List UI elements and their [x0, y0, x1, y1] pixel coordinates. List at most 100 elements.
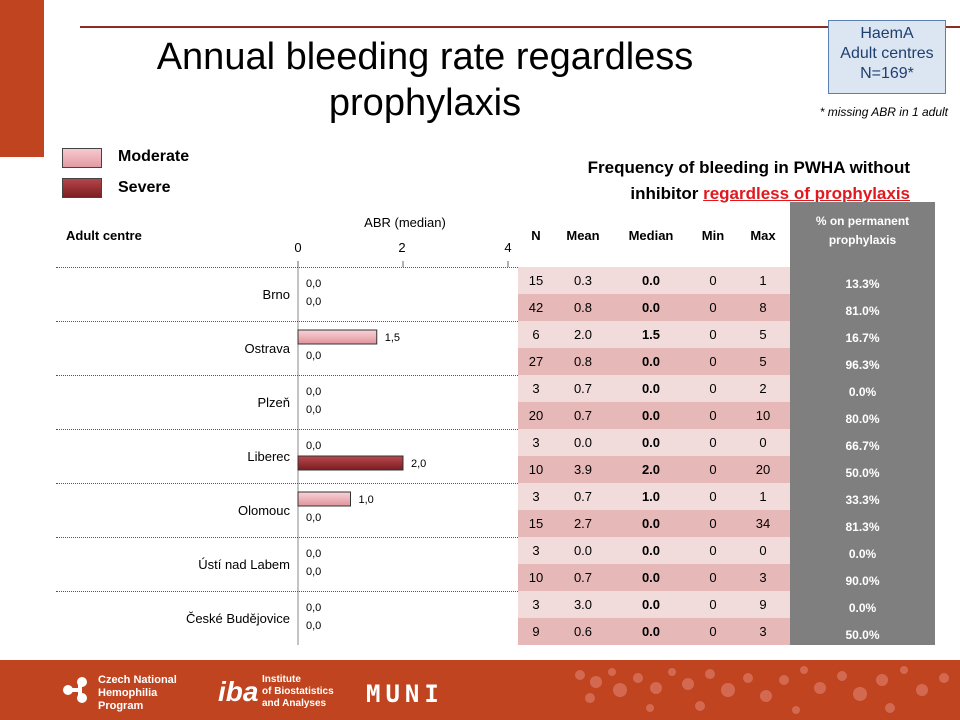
header-median: Median — [628, 228, 674, 243]
centre-label: České Budějovice — [185, 611, 290, 626]
legend-label-severe: Severe — [118, 179, 171, 196]
cell-n: 9 — [532, 624, 540, 639]
subtitle-line2: inhibitor regardless of prophylaxis — [520, 181, 910, 207]
cell-pct-permanent: 50.0% — [845, 466, 880, 480]
header-max: Max — [750, 228, 776, 243]
pct-column-background — [790, 202, 935, 645]
cell-min: 0 — [709, 597, 717, 612]
x-tick-4: 4 — [504, 240, 512, 255]
cell-mean: 0.8 — [573, 354, 593, 369]
centre-label: Ostrava — [244, 341, 290, 356]
cell-min: 0 — [709, 408, 717, 423]
cell-min: 0 — [709, 327, 717, 342]
header-pct-text: % on permanent prophylaxis — [815, 214, 910, 247]
left-accent-bar — [0, 0, 44, 157]
table-row — [518, 267, 790, 294]
info-line: Adult centres — [840, 45, 934, 62]
cell-median: 0.0 — [641, 381, 661, 396]
cell-n: 3 — [532, 597, 540, 612]
cell-mean: 0.0 — [573, 435, 593, 450]
legend-swatch-moderate — [62, 148, 102, 168]
bar-severe — [297, 455, 404, 471]
cell-pct-permanent: 81.3% — [845, 520, 880, 534]
cell-median: 0.0 — [641, 624, 661, 639]
cell-min: 0 — [709, 300, 717, 315]
cell-median: 1.5 — [641, 327, 661, 342]
table-row — [518, 321, 790, 348]
cell-min: 0 — [709, 435, 717, 450]
cell-min: 0 — [709, 381, 717, 396]
cell-max: 9 — [759, 597, 767, 612]
cell-median: 0.0 — [641, 273, 661, 288]
table-row — [518, 375, 790, 402]
cell-n: 27 — [528, 354, 544, 369]
group-separator — [56, 537, 518, 538]
cell-max: 3 — [759, 570, 767, 585]
header-mean: Mean — [566, 228, 600, 243]
cell-median: 0.0 — [641, 516, 661, 531]
legend-label-moderate: Moderate — [118, 148, 190, 165]
cell-max: 1 — [759, 273, 767, 288]
table-subtitle: Frequency of bleeding in PWHA without in… — [520, 155, 910, 207]
bar-value-label: 0,0 — [306, 386, 321, 398]
table-row — [518, 564, 790, 591]
cell-mean: 0.7 — [573, 489, 593, 504]
bar-value-label: 0,0 — [306, 566, 321, 578]
bar-value-label: 0,0 — [306, 512, 321, 524]
bar-value-label: 1,5 — [385, 332, 400, 344]
logo2-line: Institute — [262, 674, 301, 685]
cell-median: 0.0 — [641, 570, 661, 585]
cell-mean: 0.3 — [573, 273, 593, 288]
cell-pct-permanent: 0.0% — [848, 547, 877, 561]
table-row — [518, 294, 790, 321]
cell-n: 10 — [528, 570, 544, 585]
cell-mean: 3.0 — [573, 597, 593, 612]
logo2-line: of Biostatistics — [262, 686, 334, 697]
cell-median: 0.0 — [641, 597, 661, 612]
group-separator — [56, 375, 518, 376]
cell-pct-permanent: 16.7% — [845, 331, 880, 345]
table-row — [518, 429, 790, 456]
cell-min: 0 — [709, 354, 717, 369]
hemophilia-logo-text: Czech National Hemophilia Program — [98, 674, 177, 713]
cell-max: 20 — [755, 462, 771, 477]
group-separator — [56, 429, 518, 430]
table-row — [518, 618, 790, 645]
cell-min: 0 — [709, 516, 717, 531]
centre-label: Ústí nad Labem — [198, 557, 290, 572]
muni-logo: MUNI — [366, 680, 444, 708]
subtitle-line1: Frequency of bleeding in PWHA without — [587, 158, 910, 177]
cell-max: 3 — [759, 624, 767, 639]
iba-logo-mark: iba — [218, 676, 259, 707]
cell-pct-permanent: 0.0% — [848, 601, 877, 615]
cell-n: 42 — [528, 300, 544, 315]
cell-mean: 2.7 — [573, 516, 593, 531]
cell-median: 0.0 — [641, 300, 661, 315]
centre-label: Brno — [262, 287, 290, 302]
table-row — [518, 510, 790, 537]
group-separator — [56, 591, 518, 592]
centre-label: Olomouc — [237, 503, 290, 518]
subtitle-plain: inhibitor — [630, 184, 699, 203]
cell-mean: 0.0 — [573, 543, 593, 558]
group-separator — [56, 483, 518, 484]
cell-pct-permanent: 0.0% — [848, 385, 877, 399]
cell-pct-permanent: 90.0% — [845, 574, 880, 588]
cell-max: 0 — [759, 435, 767, 450]
table-row — [518, 402, 790, 429]
cell-pct-permanent: 50.0% — [845, 628, 880, 642]
bar-value-label: 0,0 — [306, 548, 321, 560]
table-row — [518, 483, 790, 510]
cell-n: 3 — [532, 435, 540, 450]
cell-mean: 3.9 — [573, 462, 593, 477]
info-box: HaemA Adult centres N=169* — [828, 20, 946, 94]
cell-mean: 0.6 — [573, 624, 593, 639]
table-row — [518, 456, 790, 483]
cell-n: 15 — [528, 516, 544, 531]
logo1-line: Hemophilia — [98, 687, 158, 699]
cell-median: 0.0 — [641, 543, 661, 558]
centre-label: Plzeň — [257, 395, 290, 410]
cell-pct-permanent: 81.0% — [845, 304, 880, 318]
header-min: Min — [701, 228, 725, 243]
